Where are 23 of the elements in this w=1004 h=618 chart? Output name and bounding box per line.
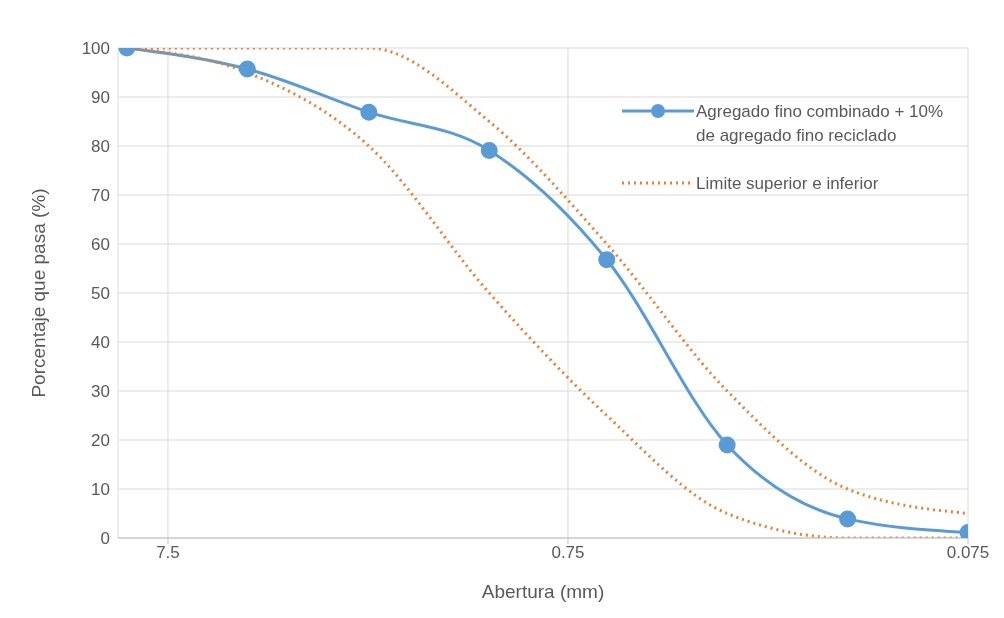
x-tick-label: 0.75 bbox=[551, 543, 585, 563]
y-tick-label: 10 bbox=[91, 480, 110, 500]
x-tick-label: 0.075 bbox=[946, 543, 990, 563]
x-tick-label: 7.5 bbox=[156, 543, 180, 563]
y-tick-label: 30 bbox=[91, 382, 110, 402]
point bbox=[360, 103, 378, 121]
y-tick-label: 0 bbox=[100, 529, 110, 549]
point bbox=[718, 436, 736, 454]
y-tick-label: 40 bbox=[91, 333, 110, 353]
legend-label: Limite superior e inferior bbox=[696, 173, 879, 195]
point bbox=[480, 141, 498, 159]
y-axis-title: Porcentaje que pasa (%) bbox=[27, 188, 49, 398]
y-tick-label: 90 bbox=[91, 88, 110, 108]
point bbox=[598, 251, 616, 269]
y-tick-label: 70 bbox=[91, 186, 110, 206]
y-tick-label: 20 bbox=[91, 431, 110, 451]
y-tick-label: 100 bbox=[81, 39, 110, 59]
y-tick-label: 80 bbox=[91, 137, 110, 157]
legend-label: Agregado fino combinado + 10% de agregado fino reciclado bbox=[696, 101, 945, 147]
y-tick-label: 50 bbox=[91, 284, 110, 304]
point bbox=[839, 510, 857, 528]
y-tick-label: 60 bbox=[91, 235, 110, 255]
x-axis-title: Abertura (mm) bbox=[481, 581, 605, 602]
